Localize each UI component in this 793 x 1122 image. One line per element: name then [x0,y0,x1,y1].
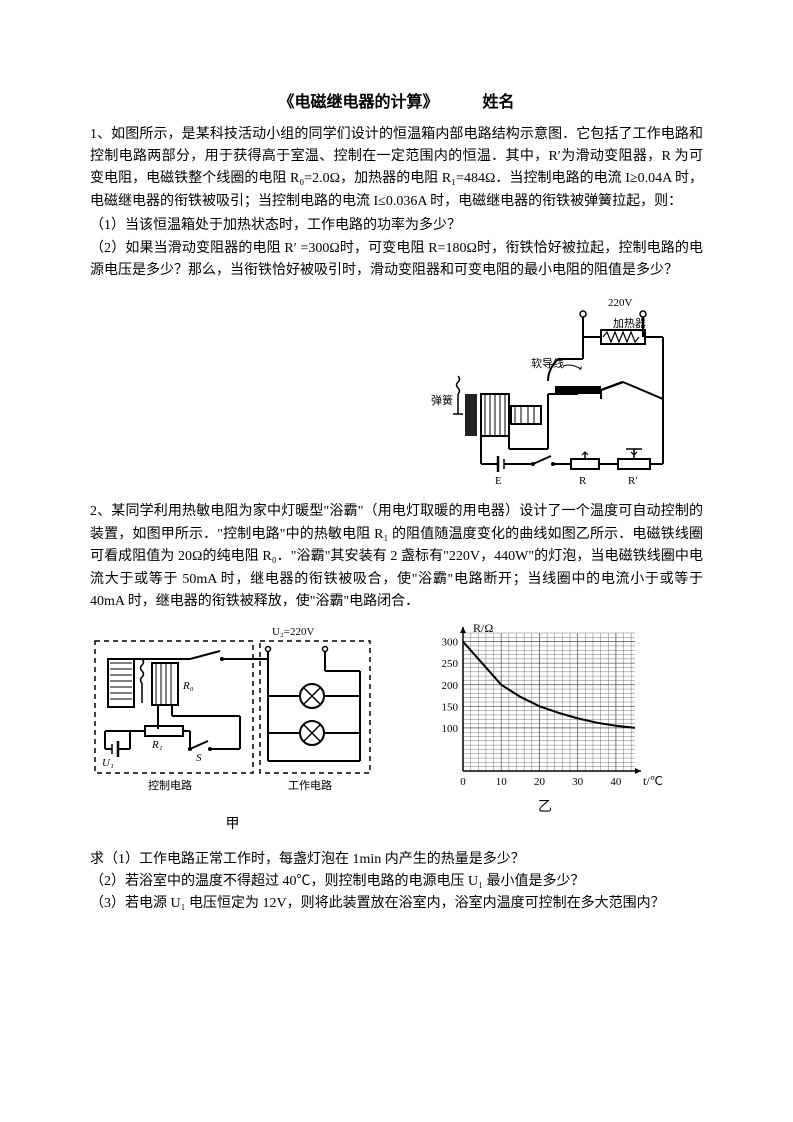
R1-label: R₁ [151,739,163,751]
problem2-circuit-jia: U₂=220V R₀ [90,621,375,836]
yi-label: 乙 [425,797,665,819]
svg-text:30: 30 [572,776,584,788]
problem2-q3: （3）若电源 U₁ 电压恒定为 12V，则将此装置放在浴室内，浴室内温度可控制在… [90,893,703,915]
problem2-chart-yi: 0 10 20 30 40 100 150 200 250 300 R/Ω t/℃ 乙 [425,621,665,819]
svg-text:40: 40 [610,776,622,788]
control-label: 控制电路 [148,778,192,792]
heater-label: 加热器 [613,317,646,330]
title-text: 《电磁继电器的计算》 [278,94,438,111]
voltage-label: 220V [608,297,633,309]
svg-text:10: 10 [496,776,508,788]
R0-label: R₀ [182,680,194,692]
page-title: 《电磁继电器的计算》 姓名 [90,90,703,116]
problem2-q2: （2）若浴室中的温度不得超过 40℃，则控制电路的电源电压 U₁ 最小值是多少？ [90,871,703,893]
problem1-q2: （2）如果当滑动变阻器的电阻 R′ =300Ω时，可变电阻 R=180Ω时，衔铁… [90,238,703,283]
svg-text:R/Ω: R/Ω [473,621,493,635]
svg-text:20: 20 [534,776,546,788]
svg-text:200: 200 [442,680,459,692]
svg-text:0: 0 [460,776,466,788]
R-label: R [579,475,587,487]
svg-text:100: 100 [442,723,459,735]
jia-label: 甲 [90,814,375,836]
problem2-intro: 2、某同学利用热敏电阻为家中灯暖型"浴霸"（用电灯取暖的用电器）设计了一个温度可… [90,501,703,613]
problem2-q1: 求（1）工作电路正常工作时，每盏灯泡在 1min 内产生的热量是多少？ [90,849,703,871]
svg-text:300: 300 [442,637,459,649]
U2-label: U₂=220V [272,626,314,638]
problem1-circuit-diagram: 220V 加热器 软导线 [403,294,683,489]
work-label: 工作电路 [288,779,332,792]
spring-label: 弹簧 [431,393,453,407]
battery-label: E [495,475,502,487]
svg-text:t/℃: t/℃ [643,774,663,788]
problem1-intro: 1、如图所示，是某科技活动小组的同学们设计的恒温箱内部电路结构示意图．它包括了工… [90,124,703,214]
svg-text:250: 250 [442,658,459,670]
Rprime-label: R′ [628,475,638,487]
S-label: S [196,752,202,764]
svg-text:150: 150 [442,702,459,714]
name-label: 姓名 [483,94,515,111]
U1-label: U₁ [102,757,114,769]
problem1-q1: （1）当该恒温箱处于加热状态时，工作电路的功率为多少？ [90,215,703,237]
